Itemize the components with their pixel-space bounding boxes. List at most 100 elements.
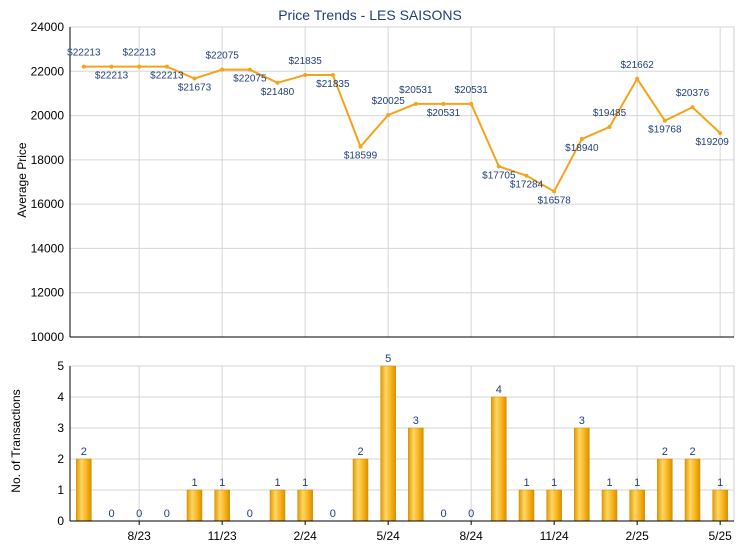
transactions-data-label: 5 bbox=[385, 353, 391, 365]
price-y-tick-label: 14000 bbox=[31, 241, 65, 255]
price-data-label: $20531 bbox=[454, 85, 488, 96]
transactions-data-label: 2 bbox=[81, 446, 87, 458]
transactions-data-label: 4 bbox=[496, 384, 502, 396]
transactions-data-label: 2 bbox=[689, 446, 695, 458]
price-data-label: $22075 bbox=[233, 74, 267, 85]
price-point bbox=[109, 64, 114, 69]
price-data-label: $19209 bbox=[695, 137, 729, 148]
price-data-label: $22213 bbox=[122, 48, 156, 59]
price-point bbox=[635, 76, 640, 81]
price-plot-area bbox=[69, 26, 735, 338]
transactions-data-label: 0 bbox=[330, 508, 336, 520]
transactions-bar bbox=[601, 489, 618, 522]
price-point bbox=[358, 144, 363, 149]
price-data-label: $22213 bbox=[67, 48, 101, 59]
price-data-label: $18940 bbox=[565, 143, 599, 154]
price-y-tick-label: 12000 bbox=[31, 286, 65, 300]
transactions-data-label: 1 bbox=[302, 477, 308, 489]
transactions-bar bbox=[491, 396, 507, 522]
transactions-bar bbox=[186, 489, 203, 522]
transactions-y-tick-label: 0 bbox=[57, 514, 64, 528]
transactions-y-tick-label: 3 bbox=[57, 421, 64, 435]
x-tick-label: 8/23 bbox=[127, 529, 151, 543]
x-tick-label: 2/25 bbox=[625, 529, 649, 543]
price-data-label: $22213 bbox=[150, 71, 184, 82]
transactions-bar bbox=[657, 458, 673, 522]
transactions-data-label: 1 bbox=[634, 477, 640, 489]
transactions-data-label: 1 bbox=[717, 477, 723, 489]
price-data-label: $21835 bbox=[316, 79, 350, 90]
price-data-label: $20376 bbox=[676, 88, 710, 99]
price-point bbox=[718, 131, 723, 136]
x-tick-label: 8/24 bbox=[459, 529, 483, 543]
price-point bbox=[552, 189, 557, 194]
price-point bbox=[164, 64, 169, 69]
price-data-label: $20531 bbox=[399, 85, 433, 96]
price-data-label: $20025 bbox=[371, 96, 405, 107]
transactions-bar bbox=[214, 489, 230, 522]
transactions-bar bbox=[684, 458, 701, 522]
price-data-label: $21480 bbox=[261, 87, 295, 98]
transactions-plot-area bbox=[69, 365, 735, 522]
transactions-bar bbox=[76, 458, 92, 522]
price-y-tick-label: 24000 bbox=[31, 20, 65, 34]
x-tick-label: 2/24 bbox=[293, 529, 317, 543]
transactions-data-label: 1 bbox=[523, 477, 529, 489]
price-point bbox=[247, 67, 252, 72]
price-data-label: $19485 bbox=[593, 108, 627, 119]
price-point bbox=[496, 164, 501, 169]
price-y-tick-label: 10000 bbox=[31, 330, 65, 344]
price-point bbox=[220, 67, 225, 72]
transactions-data-label: 2 bbox=[357, 446, 363, 458]
transactions-data-label: 0 bbox=[136, 508, 142, 520]
x-tick-label: 11/24 bbox=[540, 529, 569, 543]
transactions-bar bbox=[712, 489, 728, 522]
transactions-data-label: 1 bbox=[191, 477, 197, 489]
chart-title: Price Trends - LES SAISONS bbox=[278, 7, 462, 23]
price-point bbox=[524, 173, 529, 178]
transactions-data-label: 1 bbox=[274, 477, 280, 489]
price-data-label: $21662 bbox=[620, 60, 654, 71]
transactions-bar bbox=[352, 458, 369, 522]
price-data-label: $21835 bbox=[288, 56, 322, 67]
transactions-y-tick-label: 2 bbox=[57, 452, 64, 466]
transactions-bar bbox=[380, 365, 396, 522]
transactions-bar bbox=[574, 427, 590, 522]
transactions-data-label: 0 bbox=[468, 508, 474, 520]
price-y-tick-label: 18000 bbox=[31, 153, 65, 167]
price-data-label: $22213 bbox=[95, 71, 129, 82]
transactions-data-label: 0 bbox=[440, 508, 446, 520]
transactions-data-label: 1 bbox=[551, 477, 557, 489]
price-y-tick-label: 20000 bbox=[31, 109, 65, 123]
transactions-y-tick-label: 1 bbox=[57, 483, 64, 497]
price-point bbox=[81, 64, 86, 69]
price-data-label: $21673 bbox=[178, 83, 212, 94]
transactions-bar bbox=[408, 427, 424, 522]
transactions-y-tick-label: 4 bbox=[57, 390, 64, 404]
price-point bbox=[413, 101, 418, 106]
transactions-bar bbox=[297, 489, 313, 522]
price-point bbox=[662, 118, 667, 123]
transactions-bar bbox=[269, 489, 286, 522]
transactions-data-label: 2 bbox=[662, 446, 668, 458]
price-point bbox=[137, 64, 142, 69]
price-series-line bbox=[83, 65, 721, 193]
transactions-data-label: 1 bbox=[219, 477, 225, 489]
transactions-panel: 0 1 2 3 4 5 8/23 11/23 2/24 5/24 8/24 11/24 2/25 5/25… bbox=[57, 353, 735, 543]
price-point bbox=[330, 72, 335, 77]
x-tick-label: 5/25 bbox=[708, 529, 732, 543]
transactions-bar bbox=[546, 489, 562, 522]
transactions-y-tick-label: 5 bbox=[57, 359, 64, 373]
price-point bbox=[579, 137, 584, 142]
price-data-label: $20531 bbox=[427, 108, 461, 119]
price-point bbox=[275, 80, 280, 85]
price-data-label: $17705 bbox=[482, 170, 516, 181]
price-point bbox=[690, 105, 695, 110]
price-point bbox=[386, 113, 391, 118]
transactions-bar bbox=[518, 489, 535, 522]
price-y-tick-label: 22000 bbox=[31, 64, 65, 78]
price-data-label: $19768 bbox=[648, 125, 682, 136]
price-trend-panel: 10000 12000 14000 16000 18000 20000 22000 24000… bbox=[31, 20, 735, 344]
price-point bbox=[303, 72, 308, 77]
transactions-data-label: 1 bbox=[606, 477, 612, 489]
